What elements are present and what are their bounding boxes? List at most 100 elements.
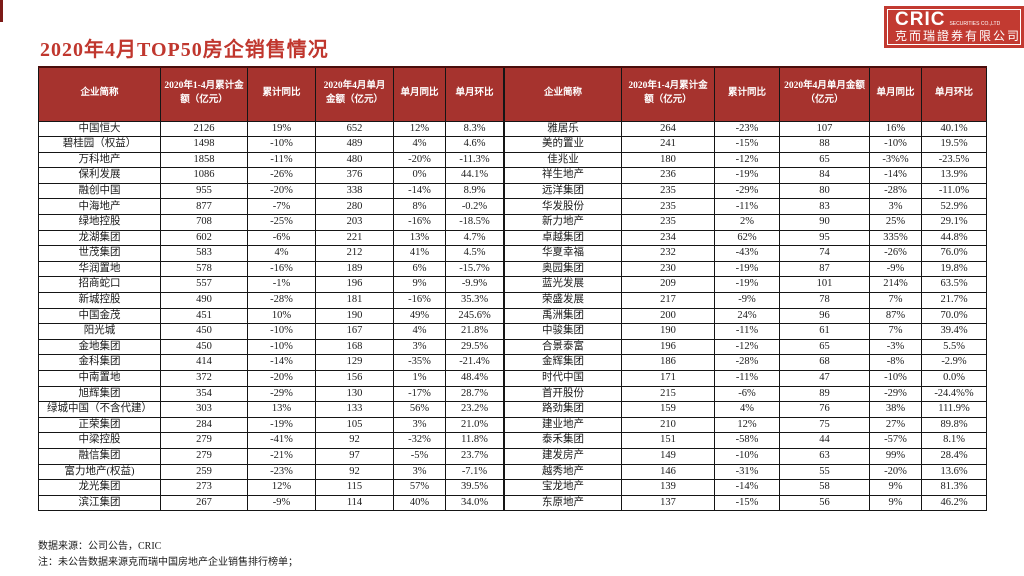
- company-name-cell: 中海地产: [38, 198, 161, 216]
- value-cell: -28%: [247, 292, 316, 309]
- value-cell: 354: [160, 385, 248, 403]
- table-row: 时代中国 171 -11% 47 -10% 0.0%: [504, 370, 987, 387]
- value-cell: 95: [779, 229, 870, 247]
- table-row: 富力地产(权益) 259 -23% 92 3% -7.1%: [38, 463, 504, 481]
- value-cell: -9%: [714, 292, 780, 309]
- company-name-cell: 阳光城: [38, 323, 161, 340]
- value-cell: 8.1%: [921, 432, 987, 449]
- value-cell: -57%: [869, 432, 922, 449]
- value-cell: 81.3%: [921, 479, 987, 496]
- value-cell: -11%: [714, 370, 780, 387]
- value-cell: 1086: [160, 167, 248, 184]
- company-name-cell: 越秀地产: [504, 463, 622, 481]
- value-cell: 376: [315, 167, 394, 184]
- company-name-cell: 雅居乐: [504, 120, 622, 138]
- value-cell: 12%: [247, 479, 316, 496]
- column-header: 2020年1-4月累计金额（亿元）: [621, 66, 715, 122]
- column-header: 累计同比: [247, 66, 316, 122]
- value-cell: 181: [315, 292, 394, 309]
- value-cell: -1%: [247, 276, 316, 294]
- company-name-cell: 东原地产: [504, 494, 622, 512]
- value-cell: -10%: [247, 338, 316, 356]
- value-cell: 84: [779, 167, 870, 184]
- value-cell: 4%: [714, 401, 780, 418]
- value-cell: 451: [160, 307, 248, 325]
- value-cell: 4.6%: [445, 136, 504, 153]
- value-cell: 167: [315, 323, 394, 340]
- value-cell: 99%: [869, 447, 922, 465]
- value-cell: -9%: [869, 260, 922, 278]
- value-cell: 156: [315, 370, 394, 387]
- column-header: 2020年4月单月金额（亿元）: [315, 66, 394, 122]
- sales-table-left: 企业简称 2020年1-4月累计金额（亿元） 累计同比 2020年4月单月金额（亿元）…: [38, 66, 504, 512]
- value-cell: 89.8%: [921, 416, 987, 434]
- value-cell: 189: [315, 260, 394, 278]
- value-cell: -6%: [247, 229, 316, 247]
- table-row: 泰禾集团 151 -58% 44 -57% 8.1%: [504, 432, 987, 449]
- value-cell: 35.3%: [445, 292, 504, 309]
- value-cell: 284: [160, 416, 248, 434]
- value-cell: 19.8%: [921, 260, 987, 278]
- value-cell: 19.5%: [921, 136, 987, 153]
- value-cell: 29.1%: [921, 214, 987, 231]
- value-cell: 8%: [393, 198, 446, 216]
- footnotes: 数据来源：公司公告，CRIC 注：未公告数据来源克而瑞中国房地产企业销售排行榜单…: [38, 539, 298, 570]
- table-row: 建发房产 149 -10% 63 99% 28.4%: [504, 447, 987, 465]
- value-cell: 196: [621, 338, 715, 356]
- value-cell: 137: [621, 494, 715, 512]
- value-cell: 3%: [869, 198, 922, 216]
- company-name-cell: 中骏集团: [504, 323, 622, 340]
- company-name-cell: 中国恒大: [38, 120, 161, 138]
- table-row: 中梁控股 279 -41% 92 -32% 11.8%: [38, 432, 504, 449]
- value-cell: 75: [779, 416, 870, 434]
- value-cell: 16%: [869, 120, 922, 138]
- value-cell: 12%: [714, 416, 780, 434]
- company-name-cell: 华润置地: [38, 260, 161, 278]
- value-cell: 57%: [393, 479, 446, 496]
- value-cell: 27%: [869, 416, 922, 434]
- value-cell: 83: [779, 198, 870, 216]
- value-cell: -19%: [714, 167, 780, 184]
- value-cell: 171: [621, 370, 715, 387]
- value-cell: -20%: [247, 370, 316, 387]
- value-cell: -15.7%: [445, 260, 504, 278]
- table-row: 华发股份 235 -11% 83 3% 52.9%: [504, 198, 987, 216]
- value-cell: -23%: [247, 463, 316, 481]
- value-cell: 21.0%: [445, 416, 504, 434]
- value-cell: 200: [621, 307, 715, 325]
- value-cell: 303: [160, 401, 248, 418]
- value-cell: 101: [779, 276, 870, 294]
- column-header: 2020年4月单月金额（亿元）: [779, 66, 870, 122]
- value-cell: 4%: [393, 323, 446, 340]
- value-cell: -29%: [869, 385, 922, 403]
- value-cell: 259: [160, 463, 248, 481]
- value-cell: 12%: [393, 120, 446, 138]
- table-row: 绿城中国（不含代建） 303 13% 133 56% 23.2%: [38, 401, 504, 418]
- company-name-cell: 合景泰富: [504, 338, 622, 356]
- value-cell: 583: [160, 245, 248, 262]
- value-cell: 107: [779, 120, 870, 138]
- value-cell: 168: [315, 338, 394, 356]
- value-cell: -16%: [393, 214, 446, 231]
- value-cell: -31%: [714, 463, 780, 481]
- value-cell: 6%: [393, 260, 446, 278]
- value-cell: 114: [315, 494, 394, 512]
- value-cell: 65: [779, 338, 870, 356]
- value-cell: 68: [779, 354, 870, 371]
- value-cell: 13.6%: [921, 463, 987, 481]
- value-cell: 65: [779, 151, 870, 169]
- table-row: 龙湖集团 602 -6% 221 13% 4.7%: [38, 229, 504, 247]
- value-cell: -10%: [247, 136, 316, 153]
- value-cell: 34.0%: [445, 494, 504, 512]
- company-name-cell: 融创中国: [38, 182, 161, 200]
- value-cell: 280: [315, 198, 394, 216]
- company-name-cell: 金科集团: [38, 354, 161, 371]
- value-cell: -9.9%: [445, 276, 504, 294]
- table-row: 金地集团 450 -10% 168 3% 29.5%: [38, 338, 504, 356]
- value-cell: 130: [315, 385, 394, 403]
- value-cell: -15%: [714, 136, 780, 153]
- value-cell: -23%: [714, 120, 780, 138]
- value-cell: 149: [621, 447, 715, 465]
- value-cell: 210: [621, 416, 715, 434]
